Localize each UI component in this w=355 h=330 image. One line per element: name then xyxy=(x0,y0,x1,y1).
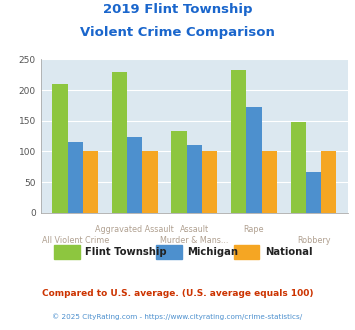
Text: Flint Township: Flint Township xyxy=(86,247,167,257)
Text: All Violent Crime: All Violent Crime xyxy=(42,236,109,245)
Bar xyxy=(52,84,67,213)
Text: Aggravated Assault: Aggravated Assault xyxy=(95,225,174,234)
Bar xyxy=(306,172,321,213)
Bar xyxy=(67,142,83,213)
Text: Michigan: Michigan xyxy=(187,247,239,257)
Text: © 2025 CityRating.com - https://www.cityrating.com/crime-statistics/: © 2025 CityRating.com - https://www.city… xyxy=(53,313,302,319)
Bar xyxy=(83,151,98,213)
Bar xyxy=(262,151,277,213)
Bar xyxy=(142,151,158,213)
Bar xyxy=(246,107,262,213)
Bar xyxy=(187,145,202,213)
Bar xyxy=(231,70,246,213)
Text: Violent Crime Comparison: Violent Crime Comparison xyxy=(80,26,275,39)
Text: Rape: Rape xyxy=(244,225,264,234)
Bar xyxy=(112,72,127,213)
Bar xyxy=(291,122,306,213)
Text: National: National xyxy=(265,247,312,257)
Text: 2019 Flint Township: 2019 Flint Township xyxy=(103,3,252,16)
Text: Murder & Mans...: Murder & Mans... xyxy=(160,236,229,245)
Bar xyxy=(127,137,142,213)
Bar xyxy=(171,131,187,213)
Bar xyxy=(202,151,217,213)
Text: Compared to U.S. average. (U.S. average equals 100): Compared to U.S. average. (U.S. average … xyxy=(42,289,313,298)
Bar xyxy=(321,151,337,213)
Text: Assault: Assault xyxy=(180,225,209,234)
Text: Robbery: Robbery xyxy=(297,236,330,245)
